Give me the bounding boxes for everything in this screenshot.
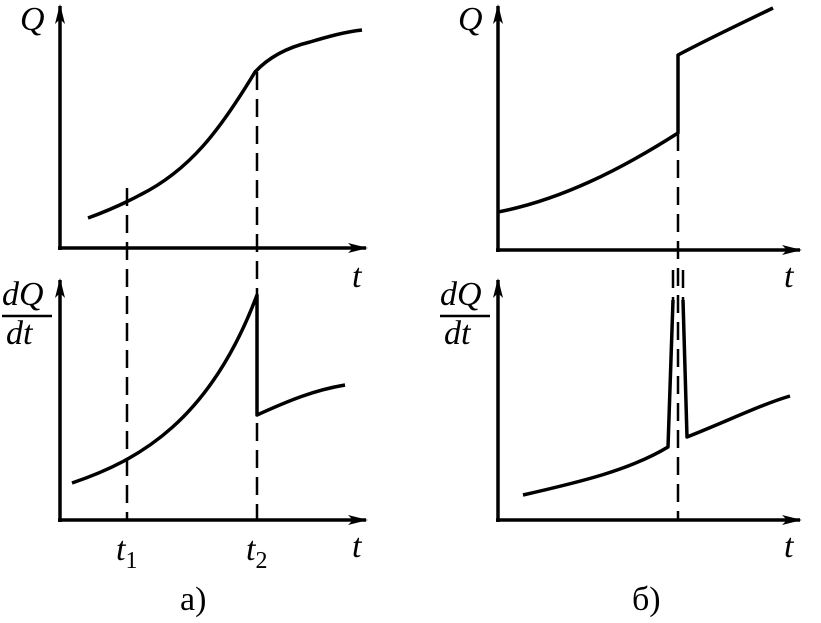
tick-main: t [246,531,257,568]
caption: а) [180,581,206,618]
tick-sub: 2 [255,548,267,574]
y-label-den: dt [444,315,472,352]
caption: б) [632,581,661,618]
y-label-num: dQ [2,276,44,313]
x-label: t [784,528,795,565]
y-label-num: dQ [440,276,482,313]
curve [71,293,346,485]
tick-label: t2 [246,531,267,574]
x-label: t [784,258,795,295]
panel-b-bottom: dQ dt t [440,270,802,565]
panel-b-top: Q t [458,1,802,295]
panel-a-top: Q t [20,1,368,295]
y-label-den: dt [6,315,34,352]
panel-a-bottom: dQ dt t t1 t2 [2,276,368,574]
y-label: Q [20,1,45,38]
tick-main: t [116,531,127,568]
curve [87,28,363,220]
x-label: t [352,258,363,295]
x-label: t [352,528,363,565]
y-label: Q [458,1,483,38]
tick-sub: 1 [125,548,137,574]
curve [497,6,774,214]
tick-label: t1 [116,531,137,574]
curve [522,299,791,497]
